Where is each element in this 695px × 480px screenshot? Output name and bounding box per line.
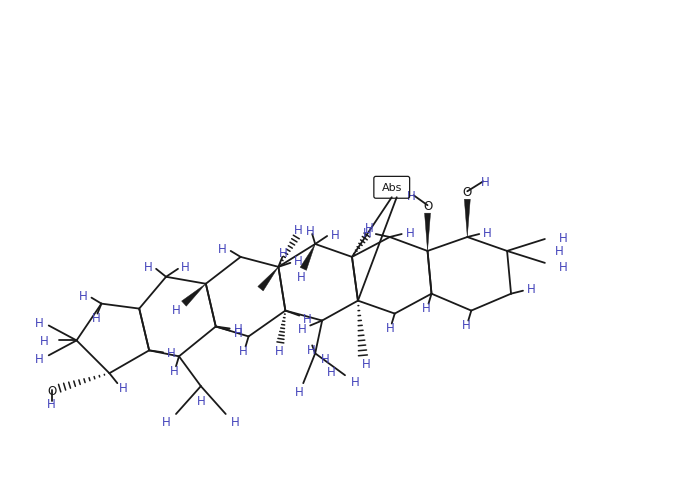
- Polygon shape: [425, 214, 430, 252]
- Text: H: H: [331, 228, 340, 241]
- Polygon shape: [300, 244, 316, 271]
- Text: H: H: [92, 312, 101, 324]
- Polygon shape: [258, 267, 279, 291]
- Text: O: O: [423, 199, 432, 212]
- Text: H: H: [234, 322, 243, 336]
- Text: H: H: [481, 176, 489, 189]
- Text: H: H: [295, 385, 304, 398]
- Text: H: H: [303, 312, 312, 325]
- Text: H: H: [35, 316, 43, 329]
- Text: H: H: [294, 255, 303, 268]
- Text: H: H: [462, 318, 471, 331]
- Text: H: H: [162, 416, 171, 429]
- Text: H: H: [559, 231, 568, 244]
- Text: H: H: [47, 397, 56, 410]
- Text: H: H: [197, 394, 205, 407]
- Text: H: H: [364, 221, 373, 234]
- Text: H: H: [172, 303, 181, 316]
- Text: H: H: [327, 365, 336, 378]
- Text: O: O: [463, 185, 472, 198]
- Text: H: H: [239, 344, 248, 357]
- Text: H: H: [79, 289, 88, 302]
- Text: H: H: [407, 190, 416, 203]
- Text: O: O: [47, 384, 56, 397]
- Text: H: H: [559, 261, 568, 274]
- Text: H: H: [386, 321, 394, 334]
- Text: H: H: [555, 245, 564, 258]
- Text: H: H: [294, 223, 302, 236]
- Polygon shape: [181, 284, 206, 307]
- Text: H: H: [35, 352, 43, 365]
- Text: H: H: [363, 226, 372, 239]
- Text: H: H: [351, 375, 360, 388]
- Text: H: H: [170, 364, 179, 377]
- Text: H: H: [40, 334, 49, 347]
- Text: H: H: [306, 224, 315, 237]
- Text: H: H: [361, 357, 370, 370]
- Text: H: H: [231, 416, 240, 429]
- Text: H: H: [143, 261, 152, 274]
- Text: H: H: [279, 247, 288, 260]
- Text: H: H: [234, 326, 243, 339]
- Text: H: H: [167, 346, 176, 359]
- Text: H: H: [297, 322, 306, 336]
- Text: H: H: [218, 243, 227, 256]
- Polygon shape: [464, 200, 471, 238]
- Text: H: H: [297, 271, 306, 284]
- Text: H: H: [321, 352, 329, 365]
- Text: H: H: [306, 343, 316, 356]
- Text: Abs: Abs: [382, 183, 402, 193]
- Text: H: H: [422, 301, 431, 314]
- Text: H: H: [406, 226, 414, 239]
- Text: H: H: [527, 283, 536, 296]
- Text: H: H: [120, 381, 128, 394]
- Text: H: H: [483, 226, 492, 239]
- Text: H: H: [181, 261, 190, 274]
- Text: H: H: [275, 344, 284, 357]
